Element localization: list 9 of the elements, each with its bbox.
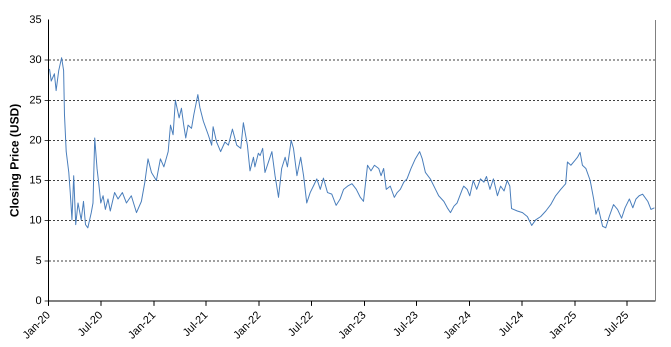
y-tick-label: 20 xyxy=(29,134,42,146)
y-tick-label: 0 xyxy=(36,294,42,307)
y-tick-label: 15 xyxy=(29,174,42,187)
y-tick-label: 30 xyxy=(29,54,42,66)
y-tick-label: 5 xyxy=(36,254,42,267)
y-tick-label: 10 xyxy=(29,214,42,227)
y-tick-label: 25 xyxy=(29,94,42,106)
y-axis-title: Closing Price (USD) xyxy=(8,104,22,218)
y-tick-label: 35 xyxy=(29,14,42,26)
